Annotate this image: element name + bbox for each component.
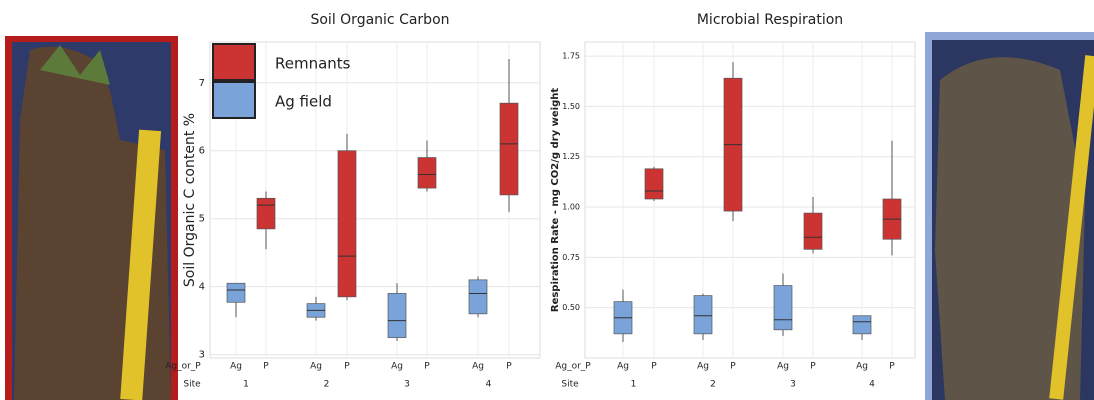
y-tick-label: 1.50 (562, 102, 580, 111)
x-tick-label: P (730, 362, 736, 372)
x-tick-label: Ag (856, 362, 868, 372)
y-tick-label: 6 (199, 146, 205, 157)
box (803, 212, 823, 250)
soil-core-photo (5, 36, 178, 400)
site-label: 2 (710, 380, 716, 390)
x-tick-label: P (424, 362, 430, 372)
x-axis-label: Ag_or_P (555, 362, 591, 372)
legend-label: Ag field (275, 93, 332, 111)
y-axis-label: Respiration Rate - mg CO2/g dry weight (550, 88, 561, 312)
y-tick-label: 0.50 (562, 303, 580, 312)
x-tick-label: Ag (617, 362, 629, 372)
box (226, 282, 246, 303)
box (337, 150, 357, 298)
site-label: 1 (243, 380, 249, 390)
box (499, 102, 519, 196)
box (256, 197, 276, 230)
x-tick-label: P (810, 362, 816, 372)
site-label: 4 (486, 380, 492, 390)
x-tick-label: Ag (230, 362, 242, 372)
box (693, 295, 713, 335)
site-label: 1 (631, 380, 637, 390)
chart-title: Soil Organic Carbon (310, 12, 449, 28)
box (773, 285, 793, 331)
x-tick-label: Ag (697, 362, 709, 372)
site-label: 3 (790, 380, 796, 390)
x-tick-label: Ag (777, 362, 789, 372)
legend-swatch (212, 43, 256, 81)
site-axis-label: Site (561, 380, 579, 390)
box (387, 293, 407, 338)
x-tick-label: Ag (391, 362, 403, 372)
y-tick-label: 7 (199, 78, 205, 89)
site-axis-label: Site (183, 380, 201, 390)
plot-area (584, 41, 916, 359)
x-tick-label: P (651, 362, 657, 372)
box (468, 279, 488, 315)
x-tick-label: P (344, 362, 350, 372)
legend-label: Remnants (275, 55, 351, 73)
x-tick-label: Ag (472, 362, 484, 372)
y-tick-label: 1.00 (562, 203, 580, 212)
x-tick-label: Ag (310, 362, 322, 372)
site-label: 3 (404, 380, 410, 390)
y-tick-label: 4 (199, 282, 205, 293)
x-tick-label: P (263, 362, 269, 372)
y-tick-label: 0.75 (562, 253, 580, 262)
x-axis-label: Ag_or_P (165, 362, 201, 372)
y-tick-label: 1.75 (562, 52, 580, 61)
soil-clods-photo (925, 32, 1094, 400)
box (644, 168, 664, 200)
site-label: 4 (869, 380, 875, 390)
box (417, 157, 437, 189)
box (852, 315, 872, 335)
y-tick-label: 3 (199, 350, 205, 361)
y-tick-label: 1.25 (562, 152, 580, 161)
y-axis-label: Soil Organic C content % (182, 113, 198, 287)
y-tick-label: 5 (199, 214, 205, 225)
chart-title: Microbial Respiration (697, 12, 843, 28)
x-tick-label: P (889, 362, 895, 372)
legend-swatch (212, 81, 256, 119)
x-tick-label: P (506, 362, 512, 372)
site-label: 2 (324, 380, 330, 390)
